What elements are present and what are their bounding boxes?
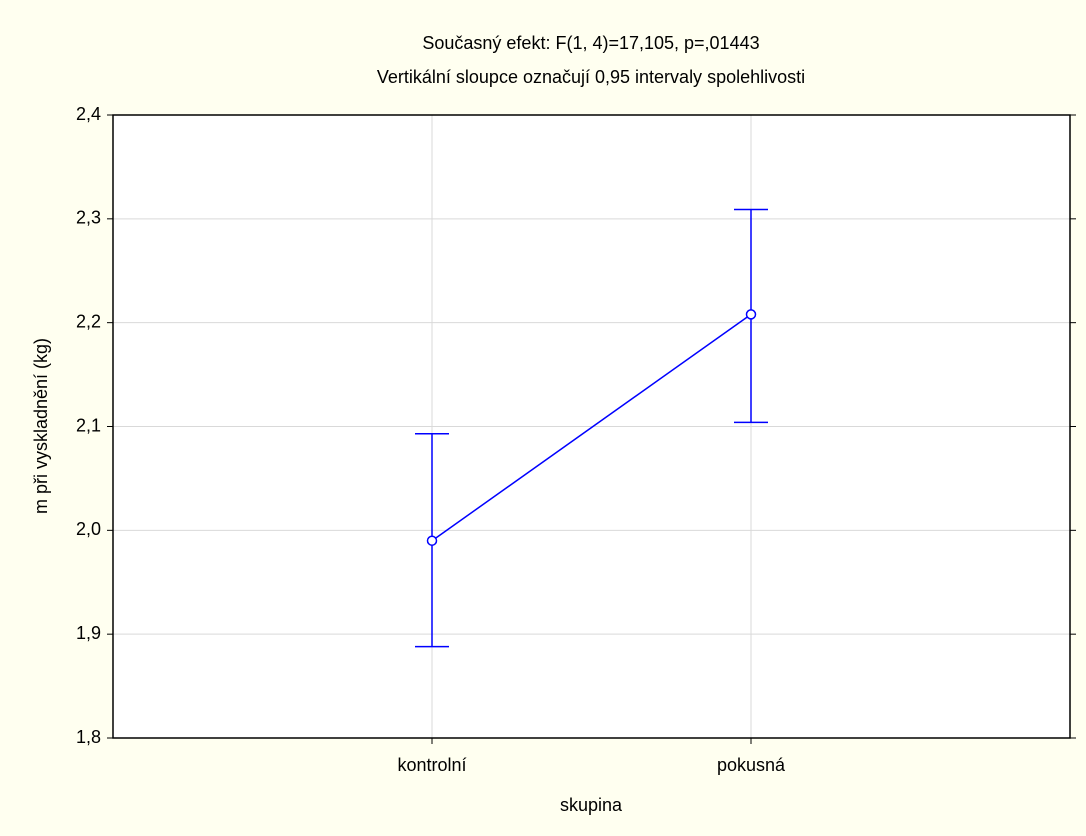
point	[745, 309, 757, 320]
line	[431, 313, 752, 542]
y-tick-label: 1,9	[76, 623, 101, 643]
y-tick-label: 2,3	[76, 208, 101, 228]
chart-subtitle: Vertikální sloupce označují 0,95 interva…	[377, 67, 805, 87]
y-tick-label: 1,8	[76, 727, 101, 747]
chart-title: Současný efekt: F(1, 4)=17,105, p=,01443	[422, 33, 759, 53]
point	[426, 535, 438, 546]
x-tick-label: kontrolní	[397, 755, 466, 775]
plot-frame	[112, 114, 1071, 739]
y-axis-label: m při vyskladnění (kg)	[31, 338, 51, 514]
y-tick-label: 2,4	[76, 104, 101, 124]
y-tick-label: 2,0	[76, 519, 101, 539]
x-tick-label: pokusná	[717, 755, 786, 775]
y-tick-label: 2,2	[76, 311, 101, 331]
x-axis-label: skupina	[560, 795, 623, 815]
y-tick-label: 2,1	[76, 415, 101, 435]
